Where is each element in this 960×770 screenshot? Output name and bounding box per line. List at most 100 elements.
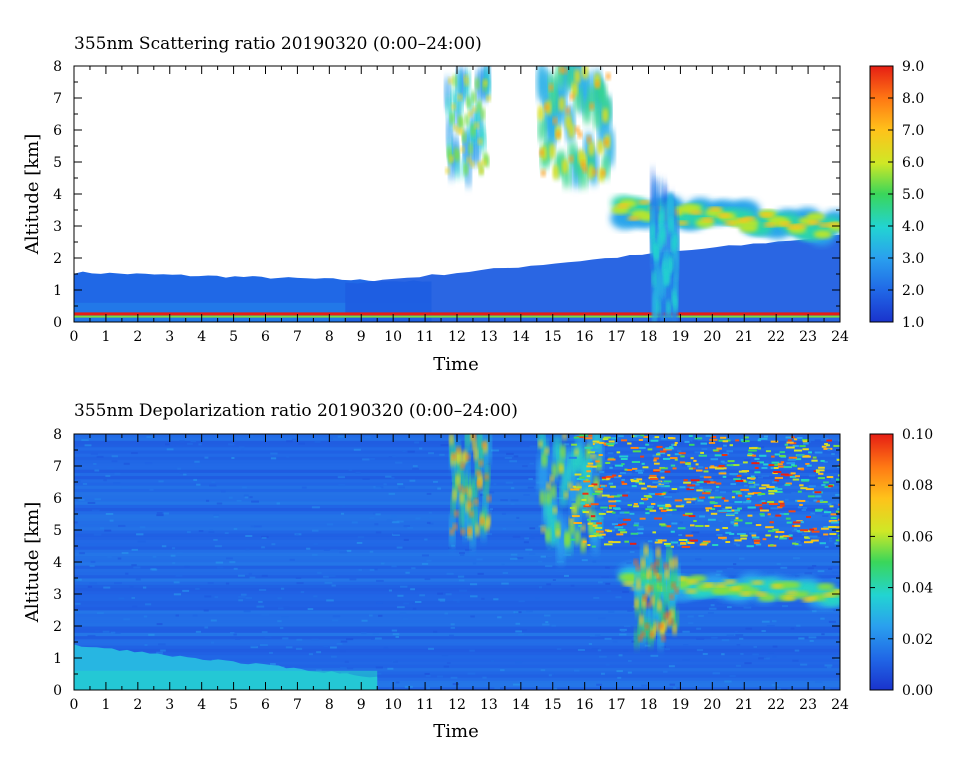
cirrus-cell xyxy=(581,524,586,532)
noise-speckle xyxy=(824,485,832,488)
noise-speckle xyxy=(808,535,818,538)
background-speckle xyxy=(239,446,245,449)
background-speckle xyxy=(331,655,337,658)
background-speckle xyxy=(510,499,519,502)
background-speckle xyxy=(734,630,738,633)
noise-speckle xyxy=(828,526,837,529)
noise-speckle xyxy=(573,521,582,524)
noise-speckle xyxy=(818,466,825,469)
cloud-cell xyxy=(686,579,700,584)
background-speckle xyxy=(362,458,370,461)
background-speckle xyxy=(660,645,666,648)
noise-speckle xyxy=(835,493,840,496)
noise-speckle xyxy=(722,475,727,478)
noise-speckle xyxy=(649,477,659,480)
background-speckle xyxy=(369,517,375,520)
cirrus-cell xyxy=(476,470,481,477)
colorbar-tick-label: 0.00 xyxy=(902,683,933,699)
noise-speckle xyxy=(654,517,662,520)
ice_fall-cell xyxy=(638,635,643,642)
background-speckle xyxy=(186,531,191,534)
y-tick-label: 3 xyxy=(53,587,62,603)
noise-speckle xyxy=(741,479,746,482)
noise-speckle xyxy=(579,476,585,479)
noise-speckle xyxy=(799,445,806,448)
background-speckle xyxy=(214,545,222,548)
background-speckle xyxy=(516,516,520,519)
noise-speckle xyxy=(761,484,770,487)
background-speckle xyxy=(735,664,741,667)
background-speckle xyxy=(248,435,254,438)
x-tick-label: 20 xyxy=(703,329,721,345)
background-speckle xyxy=(659,454,664,457)
cloud-cell xyxy=(750,580,764,585)
noise-speckle xyxy=(785,482,792,485)
noise-speckle xyxy=(729,473,739,476)
background-speckle xyxy=(375,513,381,516)
noise-speckle xyxy=(697,499,704,502)
noise-speckle xyxy=(827,503,832,506)
cirrus-cell xyxy=(544,138,552,166)
noise-speckle xyxy=(829,533,837,536)
background-speckle xyxy=(529,527,536,530)
colorbar-tick-label: 8.0 xyxy=(902,91,924,107)
noise-speckle xyxy=(571,515,580,518)
background-speckle xyxy=(437,487,441,490)
background-speckle xyxy=(144,643,148,646)
background-speckle xyxy=(513,455,519,458)
background-speckle xyxy=(103,586,111,589)
background-speckle xyxy=(329,437,333,440)
background-speckle xyxy=(250,645,257,648)
noise-speckle xyxy=(754,457,760,460)
cirrus-cell xyxy=(588,140,595,157)
background-speckle xyxy=(521,611,530,614)
background-speckle xyxy=(77,480,81,483)
virga-cell xyxy=(650,224,655,242)
background-speckle xyxy=(96,455,104,458)
noise-speckle xyxy=(640,434,645,437)
noise-speckle xyxy=(624,468,628,471)
background-speckle xyxy=(339,650,346,653)
background-speckle xyxy=(694,451,702,454)
background-speckle xyxy=(607,452,614,455)
cirrus-cell xyxy=(565,106,570,115)
noise-speckle xyxy=(681,504,685,507)
background-speckle xyxy=(804,572,813,575)
background-speckle xyxy=(696,627,702,630)
cirrus-cell xyxy=(549,475,554,483)
ice_fall-cell xyxy=(662,619,667,633)
cirrus-cell xyxy=(446,95,451,118)
background-speckle xyxy=(677,450,682,453)
ice_fall-cell xyxy=(663,613,668,620)
background-speckle xyxy=(397,483,404,486)
x-tick-label: 13 xyxy=(480,329,498,345)
noise-speckle xyxy=(716,447,722,450)
background-speckle xyxy=(190,440,197,443)
background-speckle xyxy=(551,624,557,627)
noise-speckle xyxy=(754,466,759,469)
background-speckle xyxy=(726,450,734,453)
cirrus-cell xyxy=(539,148,544,157)
background-speckle xyxy=(540,669,546,672)
background-speckle xyxy=(681,464,690,467)
background-speckle xyxy=(697,466,704,469)
background-speckle xyxy=(269,651,273,654)
cirrus-cell xyxy=(602,107,609,124)
noise-speckle xyxy=(629,542,637,545)
cirrus-cell xyxy=(454,510,459,517)
cloud-cell xyxy=(805,596,818,601)
background-speckle xyxy=(831,509,836,512)
cirrus-cell xyxy=(541,145,547,161)
background-speckle xyxy=(79,552,85,555)
noise-speckle xyxy=(684,440,690,443)
noise-speckle xyxy=(653,469,661,472)
ice_fall-cell xyxy=(644,623,649,630)
cirrus-cell xyxy=(456,72,462,95)
noise-speckle xyxy=(690,457,694,460)
background-speckle xyxy=(107,555,112,558)
background-speckle xyxy=(645,443,654,446)
background-speckle xyxy=(438,544,443,547)
noise-speckle xyxy=(753,483,760,486)
background-speckle xyxy=(412,602,420,605)
background-speckle xyxy=(388,687,393,690)
